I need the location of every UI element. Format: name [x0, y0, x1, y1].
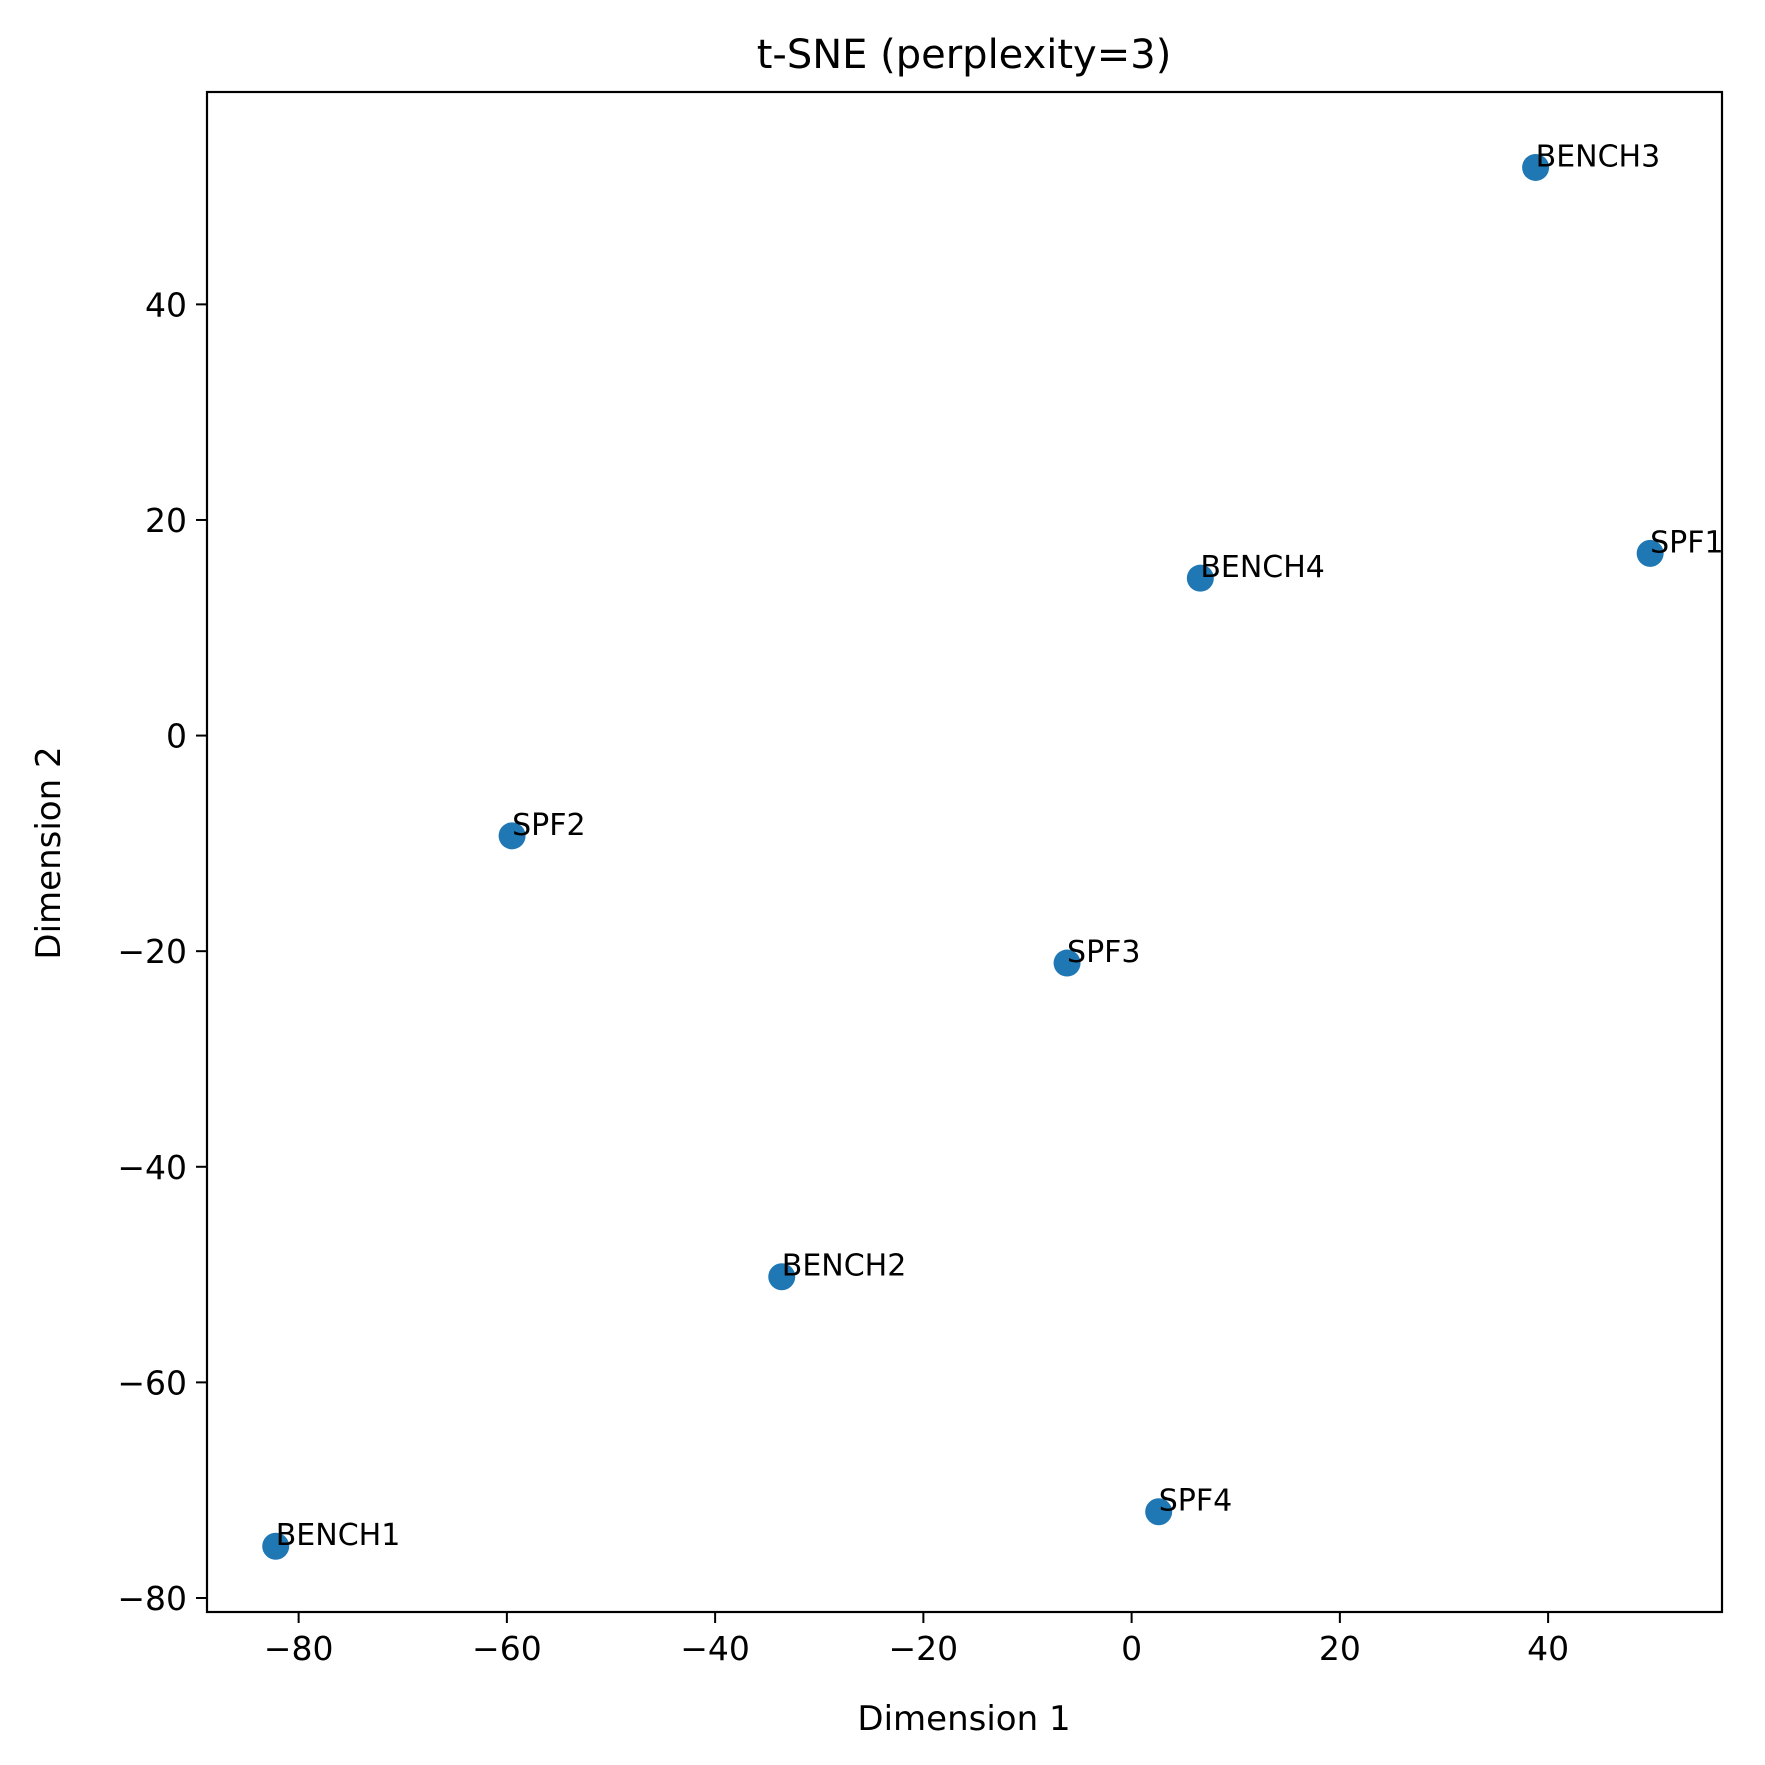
- scatter-point: [262, 1532, 290, 1560]
- x-tick-label: 40: [1527, 1629, 1569, 1668]
- scatter-point: [1636, 539, 1664, 567]
- scatter-point: [1186, 564, 1214, 592]
- y-axis-label: Dimension 2: [29, 746, 69, 959]
- x-tick-label: −40: [680, 1629, 750, 1668]
- point-label: BENCH1: [276, 1518, 401, 1553]
- y-tick-label: −80: [117, 1579, 187, 1618]
- point-label: BENCH4: [1200, 550, 1325, 585]
- point-label: BENCH3: [1536, 139, 1661, 174]
- plot-frame: [205, 90, 1724, 1614]
- scatter-point: [498, 822, 526, 850]
- x-axis-label: Dimension 1: [857, 1699, 1070, 1739]
- scatter-point: [1522, 153, 1550, 181]
- y-tick-label: −40: [117, 1148, 187, 1187]
- point-label: SPF2: [512, 808, 585, 843]
- y-tick-label: 0: [166, 717, 187, 756]
- y-tick-label: −20: [117, 932, 187, 971]
- scatter-point: [1145, 1498, 1173, 1526]
- y-tick-label: −60: [117, 1363, 187, 1402]
- scatter-points: [262, 153, 1664, 1560]
- scatter-point: [768, 1263, 796, 1291]
- chart-title: t-SNE (perplexity=3): [757, 32, 1172, 78]
- x-tick-label: −60: [472, 1629, 542, 1668]
- x-axis-ticks: −80 −60 −40 −20 0 20 40: [264, 1612, 1569, 1668]
- point-label: SPF3: [1067, 935, 1140, 970]
- y-tick-label: 40: [145, 285, 187, 324]
- x-tick-label: 0: [1121, 1629, 1142, 1668]
- y-axis-ticks: −80 −60 −40 −20 0 20 40: [117, 285, 207, 1618]
- scatter-point: [1053, 949, 1081, 977]
- point-label: SPF1: [1650, 525, 1723, 560]
- point-label: BENCH2: [782, 1249, 907, 1284]
- x-tick-label: −20: [889, 1629, 959, 1668]
- x-tick-label: −80: [264, 1629, 334, 1668]
- x-tick-label: 20: [1319, 1629, 1361, 1668]
- y-tick-label: 20: [145, 501, 187, 540]
- point-labels: BENCH3 SPF1 BENCH4 SPF2 SPF3 BENCH2 SPF4 BENCH1: [276, 139, 1724, 1553]
- point-label: SPF4: [1159, 1484, 1232, 1519]
